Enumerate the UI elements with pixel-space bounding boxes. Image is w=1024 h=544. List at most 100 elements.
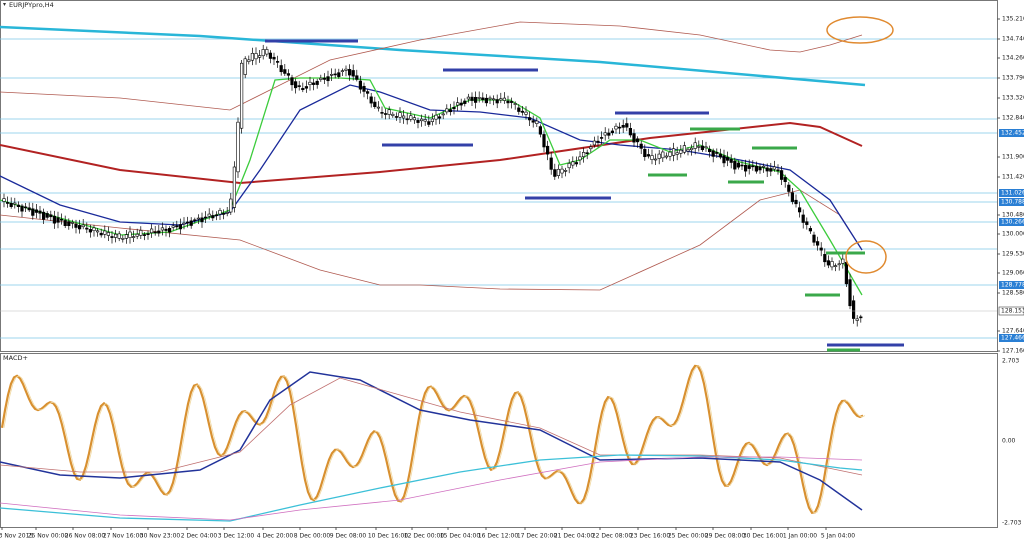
indicator-axis-label: 0.00 bbox=[1002, 438, 1016, 445]
candle-body bbox=[794, 199, 798, 205]
candle-body bbox=[117, 233, 121, 239]
price-label: 128.580 bbox=[1002, 290, 1024, 297]
candle-body bbox=[358, 80, 363, 90]
candle-body bbox=[250, 53, 255, 61]
macd-signal bbox=[0, 377, 863, 476]
price-tag bbox=[999, 218, 1024, 226]
candle-body bbox=[535, 120, 539, 124]
price-label: 134.740 bbox=[1002, 36, 1024, 43]
candle-body bbox=[398, 112, 402, 118]
candle-body bbox=[340, 70, 345, 72]
time-label: 26 Nov 08:00 bbox=[65, 533, 106, 540]
candle-body bbox=[67, 221, 71, 227]
candle-body bbox=[240, 62, 244, 129]
candle-body bbox=[103, 230, 107, 235]
candle-body bbox=[689, 147, 694, 151]
candle-body bbox=[78, 225, 82, 230]
candle-body bbox=[718, 153, 722, 158]
candle-body bbox=[106, 232, 110, 236]
candle-body bbox=[139, 230, 143, 236]
candle-body bbox=[16, 204, 21, 208]
candle-body bbox=[178, 224, 183, 230]
candle-body bbox=[124, 234, 128, 239]
candle-body bbox=[153, 231, 157, 234]
candle-body bbox=[56, 217, 60, 223]
candle-body bbox=[455, 102, 460, 106]
candle-body bbox=[715, 152, 719, 154]
price-label: 130.480 bbox=[1002, 212, 1024, 219]
time-label: 5 Jan 04:00 bbox=[821, 533, 855, 540]
price-tag-label: 130.788 bbox=[1001, 199, 1024, 206]
candle-body bbox=[409, 115, 413, 120]
candle-body bbox=[707, 148, 712, 153]
candle-body bbox=[581, 152, 586, 157]
candle-body bbox=[211, 215, 215, 219]
candle-body bbox=[275, 61, 280, 63]
candle-body bbox=[812, 234, 816, 243]
candle-body bbox=[279, 65, 283, 73]
candle-body bbox=[38, 210, 42, 214]
price-tag bbox=[999, 198, 1024, 206]
price-label: 131.420 bbox=[1002, 174, 1024, 181]
candle-body bbox=[463, 100, 467, 104]
slow-line bbox=[0, 454, 863, 522]
candle-body bbox=[416, 120, 420, 123]
candle-body bbox=[365, 91, 370, 94]
candle-body bbox=[855, 318, 859, 321]
candle-body bbox=[711, 150, 715, 157]
candle-body bbox=[553, 169, 557, 177]
price-label: 134.260 bbox=[1002, 55, 1024, 62]
menu-arrow[interactable] bbox=[3, 3, 6, 6]
candle-body bbox=[132, 236, 136, 238]
candle-body bbox=[85, 227, 89, 230]
candle-body bbox=[625, 123, 629, 128]
price-tag-label: 128.778 bbox=[1001, 282, 1024, 289]
candle-body bbox=[621, 124, 625, 128]
candle-body bbox=[837, 263, 841, 266]
candle-body bbox=[801, 214, 805, 223]
candle-body bbox=[524, 111, 528, 115]
candle-body bbox=[614, 125, 618, 130]
slow-signal bbox=[0, 456, 863, 521]
stochastic-signal bbox=[3, 365, 866, 514]
candle-body bbox=[826, 260, 830, 266]
candle-body bbox=[477, 97, 481, 99]
candle-body bbox=[466, 96, 471, 100]
candle-body bbox=[23, 206, 28, 209]
candle-body bbox=[639, 143, 643, 149]
price-label: 132.840 bbox=[1002, 115, 1024, 122]
candle-body bbox=[758, 166, 762, 171]
candle-body bbox=[286, 73, 291, 76]
candle-body bbox=[441, 113, 445, 116]
candle-body bbox=[168, 228, 172, 233]
candle-body bbox=[6, 202, 10, 204]
candle-body bbox=[571, 161, 575, 166]
candle-body bbox=[347, 69, 352, 76]
candle-body bbox=[736, 162, 740, 168]
candle-body bbox=[848, 279, 852, 307]
candle-body bbox=[445, 108, 449, 113]
candle-body bbox=[556, 168, 560, 176]
candle-body bbox=[157, 230, 161, 234]
candle-body bbox=[693, 142, 697, 149]
candle-body bbox=[243, 58, 247, 75]
candle-body bbox=[488, 97, 492, 100]
time-label: 30 Dec 16:00 bbox=[743, 533, 784, 540]
candle-body bbox=[31, 208, 35, 216]
candle-body bbox=[254, 53, 258, 60]
candle-body bbox=[290, 77, 294, 86]
candle-body bbox=[355, 75, 359, 80]
candle-body bbox=[88, 229, 92, 233]
long-ma bbox=[0, 25, 866, 87]
candle-body bbox=[679, 149, 683, 154]
candle-body bbox=[661, 151, 665, 159]
candle-body bbox=[700, 145, 704, 151]
candle-body bbox=[236, 121, 240, 173]
candle-body bbox=[311, 82, 316, 85]
candle-body bbox=[329, 74, 334, 76]
candle-body bbox=[545, 145, 550, 155]
candle-body bbox=[13, 202, 17, 205]
candle-body bbox=[664, 155, 668, 158]
candle-body bbox=[383, 113, 388, 115]
candle-body bbox=[92, 227, 96, 231]
